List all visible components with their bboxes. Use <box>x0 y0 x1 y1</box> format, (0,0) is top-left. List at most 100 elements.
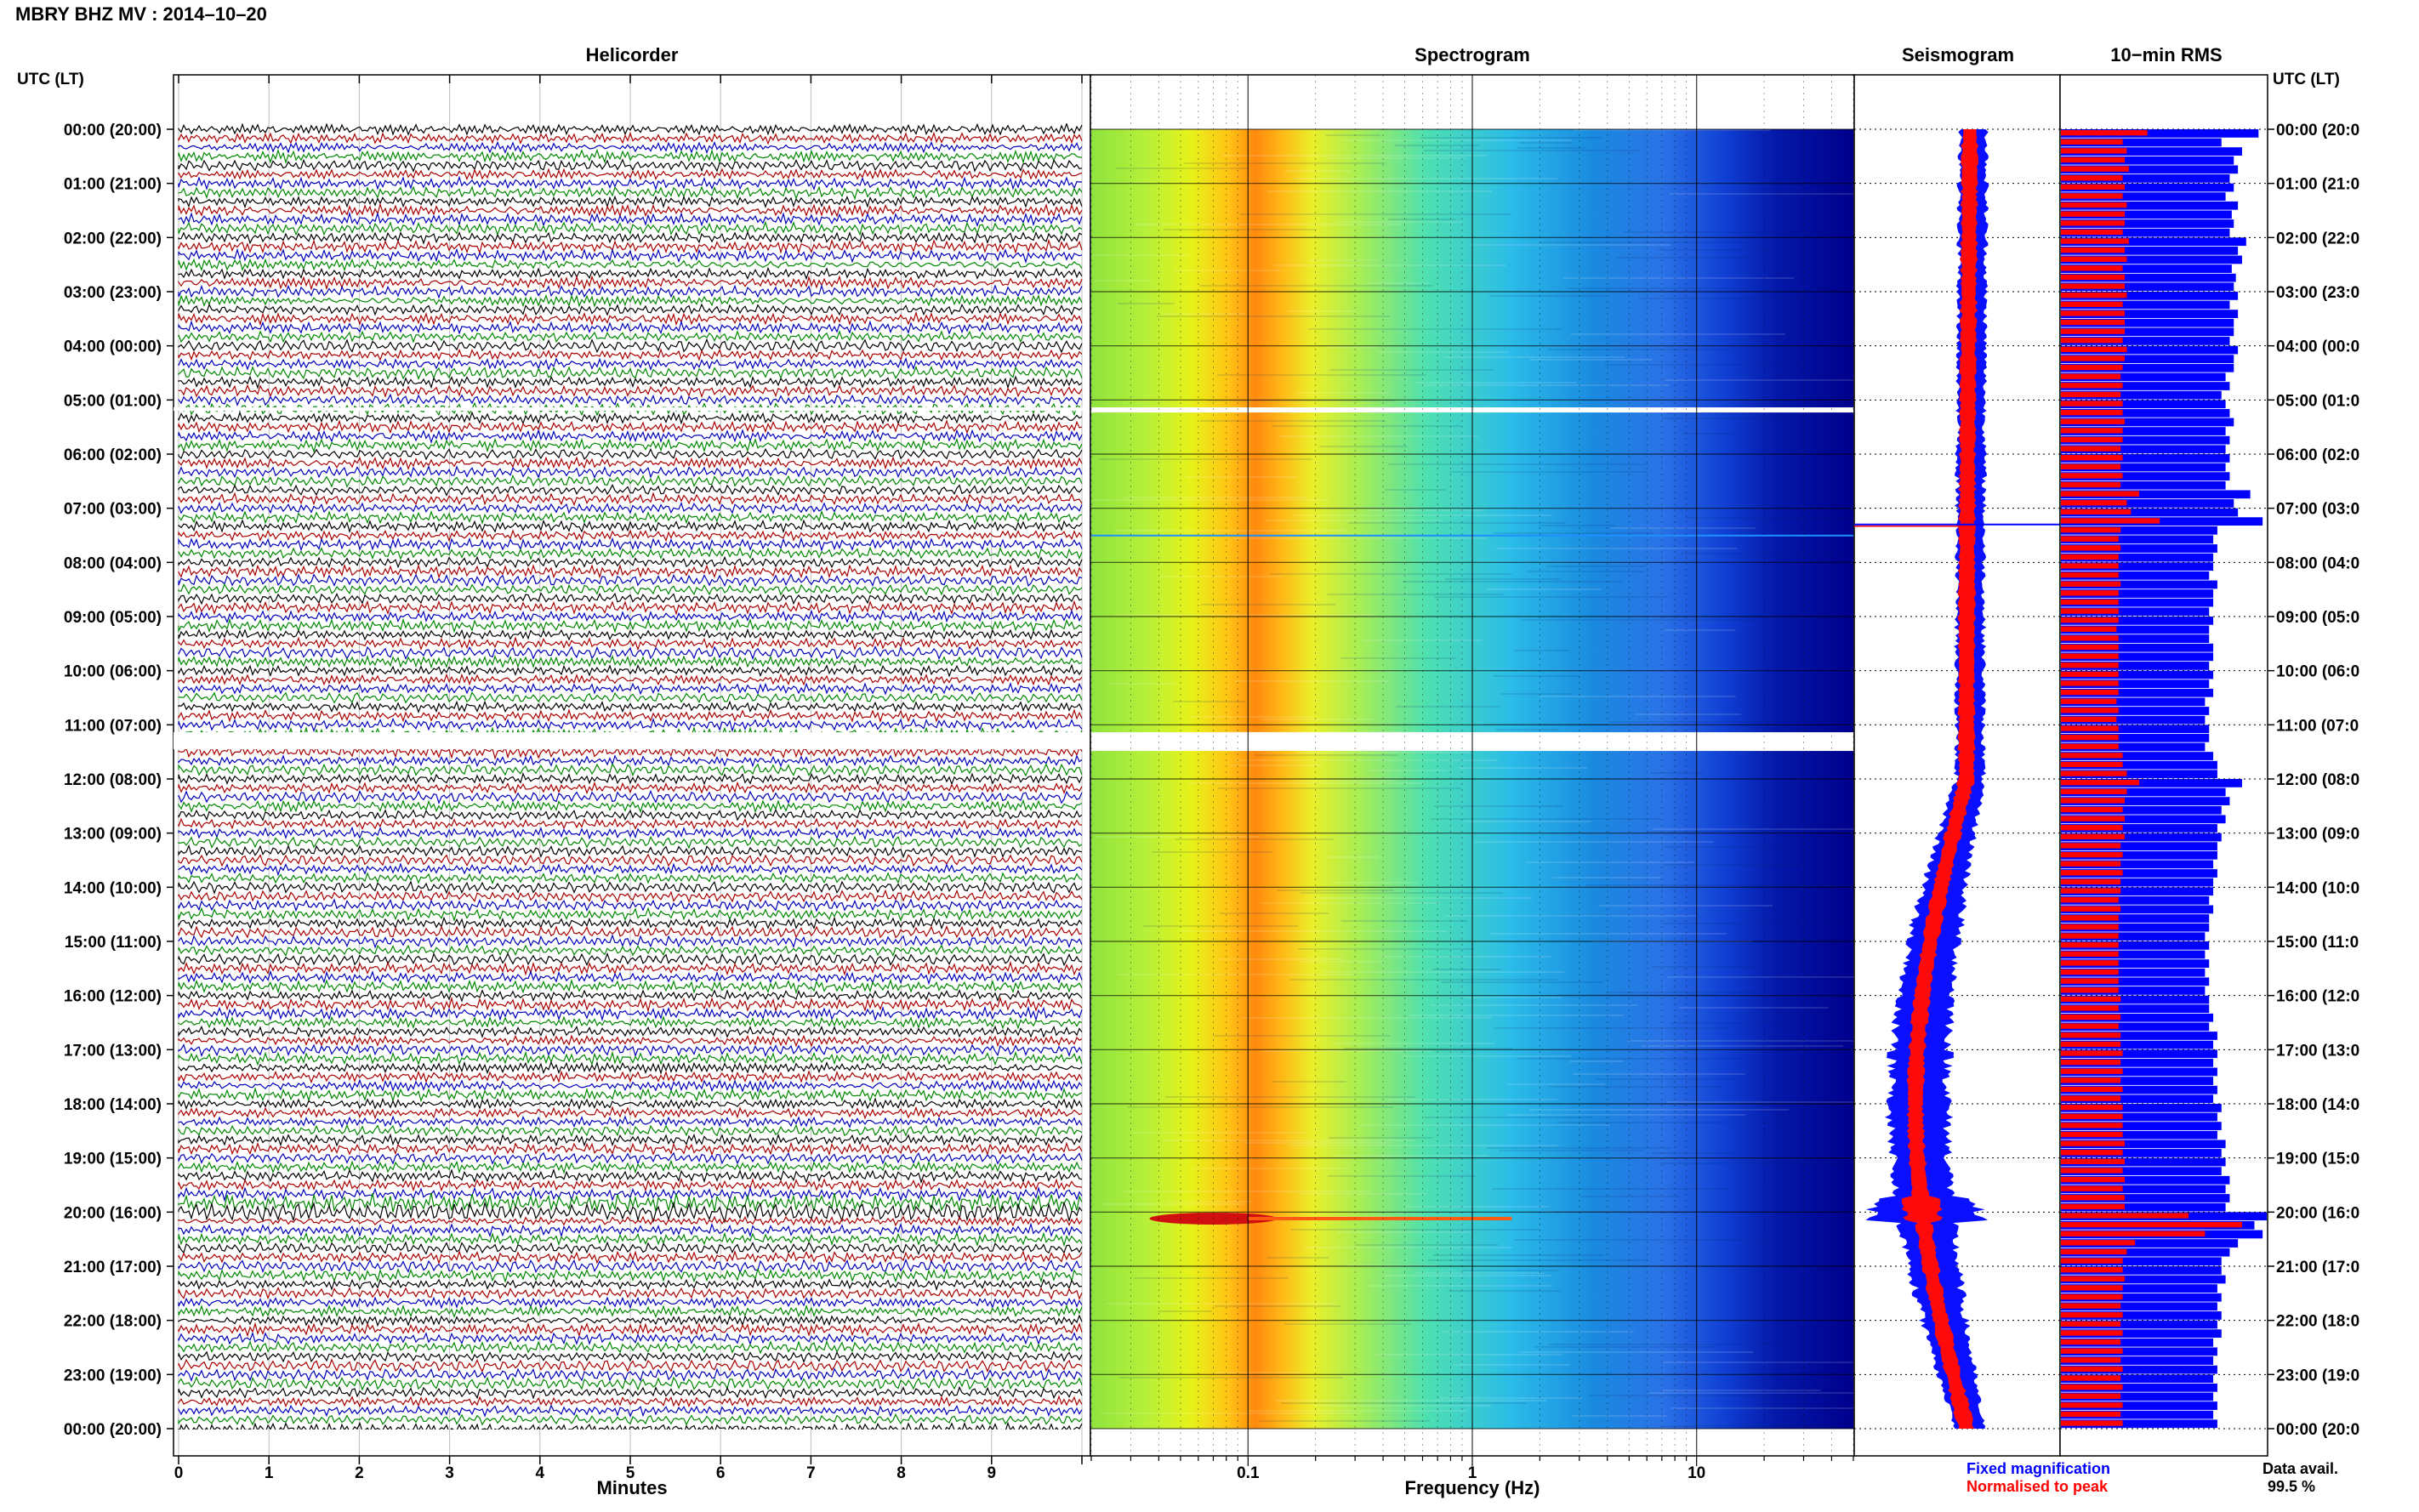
time-tick-label-right: 05:00 (01:0 <box>2276 392 2359 410</box>
rms-bar-normalised <box>2061 319 2126 326</box>
spectrogram-speckle <box>1142 925 1299 927</box>
spectrogram-speckle <box>1388 219 1456 220</box>
spectrogram-speckle <box>1539 525 1617 526</box>
rms-bar-normalised <box>2061 1041 2121 1048</box>
rms-bar-normalised <box>2061 481 2121 488</box>
rms-bar-normalised <box>2061 644 2119 651</box>
spectrogram-speckle <box>1340 920 1468 922</box>
helicorder-trace <box>178 563 1083 579</box>
rms-bar-fixed <box>2061 355 2234 364</box>
rms-bar-normalised <box>2061 987 2119 993</box>
spectrogram-speckle <box>1445 578 1560 580</box>
rms-bar-fixed <box>2061 255 2242 264</box>
legend-normalised: Normalised to peak <box>1967 1478 2109 1495</box>
spectrogram-speckle <box>1167 1201 1252 1202</box>
spectrogram-speckle <box>1415 382 1577 384</box>
rms-bar-fixed <box>2061 382 2230 390</box>
rms-bar-fixed <box>2061 625 2210 634</box>
rms-bar-normalised <box>2061 1032 2121 1038</box>
spectrogram-speckle <box>1354 1244 1499 1246</box>
rms-bar-fixed <box>2061 1040 2214 1049</box>
helicorder-trace <box>178 988 1083 1003</box>
spectrogram-speckle <box>1431 1004 1638 1006</box>
rms-bar-fixed <box>2061 895 2210 905</box>
spectrogram-speckle <box>1420 384 1670 386</box>
helicorder-trace <box>178 663 1083 678</box>
spectrogram-speckle <box>1239 213 1511 215</box>
seismogram-title: Seismogram <box>1902 44 2014 65</box>
spectrogram-speckle <box>1156 315 1390 317</box>
time-tick-label-right: 21:00 (17:0 <box>2276 1259 2359 1276</box>
spectrogram-speckle <box>1096 836 1260 838</box>
rms-bar-normalised <box>2061 851 2123 858</box>
rms-bar-normalised <box>2061 1068 2123 1074</box>
rms-bar-fixed <box>2061 580 2217 589</box>
rms-bar-normalised <box>2061 1231 2206 1236</box>
helicorder-trace <box>178 310 1083 327</box>
spectrogram-speckle <box>1303 1247 1513 1248</box>
rms-bar-fixed <box>2061 752 2214 760</box>
time-tick-label-left: 10:00 (06:00) <box>64 663 162 681</box>
rms-bar-fixed <box>2061 264 2232 273</box>
rms-bar-normalised <box>2061 446 2121 452</box>
rms-bar-normalised <box>2061 338 2123 344</box>
rms-bar-fixed <box>2061 688 2214 697</box>
spectrogram-speckle <box>1318 507 1422 509</box>
helicorder-trace <box>178 862 1083 877</box>
rms-bar-fixed <box>2061 282 2234 292</box>
rms-bar-normalised <box>2061 1303 2121 1309</box>
rms-bar-fixed <box>2061 292 2239 300</box>
rms-bar-normalised <box>2061 1357 2121 1363</box>
minutes-axis-ticks: 0 1 2 3 4 5 6 7 8 9 <box>174 75 1083 1482</box>
rms-bar-normalised <box>2061 301 2123 307</box>
rms-bar-normalised <box>2061 761 2123 768</box>
rms-bar-normalised <box>2061 1312 2123 1318</box>
time-tick-label-left: 09:00 (05:00) <box>64 609 162 627</box>
minute-tick-label: 0 <box>174 1464 184 1482</box>
spectrogram-speckle <box>1642 1045 1844 1047</box>
time-tick-label-left: 05:00 (01:00) <box>64 392 162 410</box>
spectrogram-speckle <box>1163 1140 1415 1141</box>
helicorder-trace <box>178 158 1083 173</box>
spectrogram-speckle <box>1158 1310 1212 1312</box>
rms-bar-normalised <box>2061 960 2119 966</box>
rms-bar-fixed <box>2061 418 2234 427</box>
rms-bar-fixed <box>2061 1013 2214 1022</box>
figure-title: MBRY BHZ MV : 2014–10–20 <box>15 3 267 25</box>
rms-bar-normalised <box>2061 996 2121 1003</box>
rms-bar-fixed <box>2061 463 2226 472</box>
rms-bar-fixed <box>2061 517 2263 526</box>
rms-bar-normalised <box>2061 635 2119 641</box>
time-tick-label-right: 13:00 (09:0 <box>2276 826 2359 844</box>
rms-bar-normalised <box>2061 942 2119 948</box>
spectrogram-speckle <box>1274 264 1506 266</box>
spectrogram-speckle <box>1279 435 1478 437</box>
spectrogram-speckle <box>1384 1275 1551 1276</box>
spectrogram-speckle <box>1290 1229 1540 1231</box>
spectrogram-speckle <box>1666 1101 1895 1103</box>
time-tick-label-left: 22:00 (18:00) <box>64 1313 162 1331</box>
spectrogram-speckle <box>1449 1290 1561 1292</box>
helicorder-trace <box>178 1358 1083 1373</box>
helicorder-trace <box>178 546 1083 561</box>
spectrogram-speckle <box>1433 805 1563 807</box>
rms-bar-fixed <box>2061 201 2239 210</box>
spectrogram-speckle <box>1589 1395 1833 1396</box>
spectrogram-speckle <box>1495 548 1738 549</box>
spectrogram-speckle <box>1658 1162 1870 1164</box>
rms-bar-normalised <box>2061 1050 2123 1056</box>
rms-bar-normalised <box>2061 861 2121 867</box>
rms-bar-normalised <box>2061 373 2121 379</box>
helicorder-trace <box>178 1086 1083 1103</box>
rms-bar-normalised <box>2061 617 2119 623</box>
spectrogram-speckle <box>1474 841 1714 843</box>
rms-bar-normalised <box>2061 870 2123 876</box>
minute-tick-label: 1 <box>265 1464 274 1482</box>
helicorder-trace <box>178 799 1083 814</box>
rms-bar-normalised <box>2061 256 2127 262</box>
spectrogram-speckle <box>1185 476 1297 478</box>
rms-bar-normalised <box>2061 1150 2123 1156</box>
rms-bar-fixed <box>2061 183 2234 192</box>
rms-bar-fixed <box>2061 1293 2222 1302</box>
spectrogram-speckle <box>1648 1392 1895 1394</box>
